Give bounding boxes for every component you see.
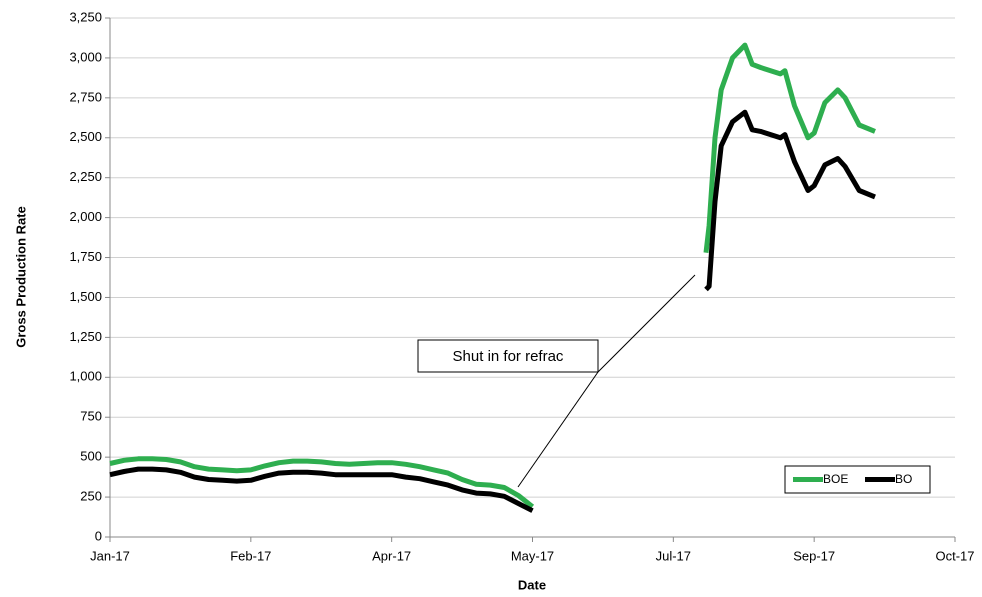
- x-tick-label: Oct-17: [935, 548, 974, 563]
- y-tick-label: 750: [80, 409, 102, 424]
- y-tick-label: 500: [80, 449, 102, 464]
- x-tick-label: Apr-17: [372, 548, 411, 563]
- callout-leader: [517, 371, 599, 488]
- y-tick-label: 0: [95, 528, 102, 543]
- x-tick-label: Jul-17: [656, 548, 691, 563]
- legend-label: BO: [895, 472, 912, 486]
- y-tick-label: 3,000: [69, 49, 102, 64]
- x-tick-label: Feb-17: [230, 548, 271, 563]
- x-tick-label: May-17: [511, 548, 554, 563]
- callout-box: [417, 339, 599, 373]
- y-tick-label: 2,500: [69, 129, 102, 144]
- legend-label: BOE: [823, 472, 848, 486]
- y-tick-label: 1,500: [69, 289, 102, 304]
- y-tick-label: 2,250: [69, 169, 102, 184]
- y-tick-label: 250: [80, 489, 102, 504]
- y-tick-label: 2,750: [69, 89, 102, 104]
- callout-leader: [597, 274, 696, 373]
- x-tick-label: Sep-17: [793, 548, 835, 563]
- y-tick-label: 2,000: [69, 209, 102, 224]
- y-axis-label: Gross Production Rate: [13, 206, 28, 348]
- y-tick-label: 1,250: [69, 329, 102, 344]
- annotation: Shut in for refrac: [453, 348, 564, 365]
- y-tick-label: 1,750: [69, 249, 102, 264]
- x-axis-label: Date: [518, 577, 546, 592]
- y-tick-label: 3,250: [69, 9, 102, 24]
- series-line: [109, 42, 876, 509]
- series-line: [109, 109, 876, 513]
- y-tick-label: 1,000: [69, 369, 102, 384]
- x-tick-label: Jan-17: [90, 548, 130, 563]
